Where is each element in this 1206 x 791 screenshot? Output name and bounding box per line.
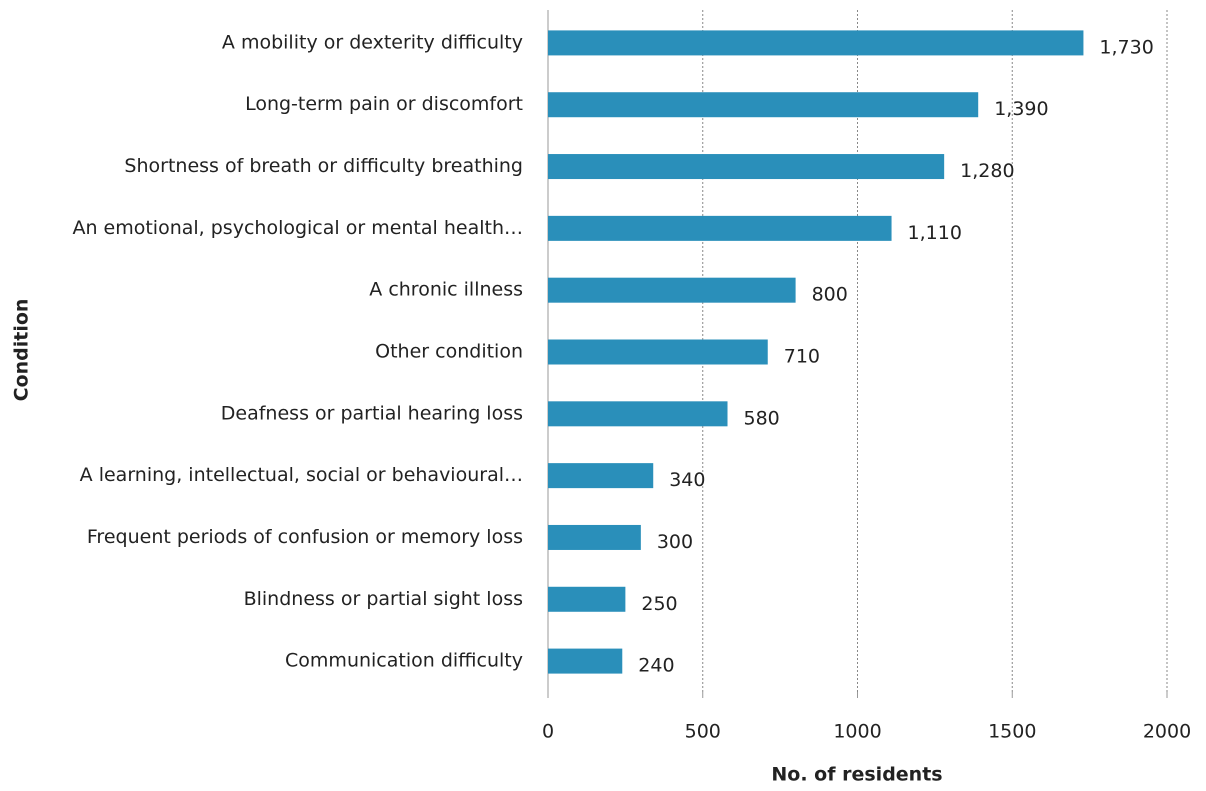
- x-tick-label: 1000: [833, 721, 881, 743]
- bar: [548, 92, 979, 118]
- y-tick-label: Other condition: [375, 341, 523, 363]
- value-label: 240: [638, 655, 674, 677]
- y-tick-label: Long-term pain or discomfort: [245, 93, 523, 115]
- x-tick-label: 2000: [1143, 721, 1191, 743]
- value-label: 800: [812, 284, 848, 306]
- y-tick-label: A chronic illness: [369, 279, 523, 301]
- bar: [548, 401, 728, 427]
- value-label: 1,730: [1099, 36, 1153, 58]
- bar: [548, 277, 796, 303]
- bar: [548, 524, 641, 550]
- value-label: 580: [744, 407, 780, 429]
- value-label: 1,110: [908, 222, 962, 244]
- value-label: 1,280: [960, 160, 1014, 182]
- x-axis-title: No. of residents: [771, 764, 942, 786]
- y-tick-label: Blindness or partial sight loss: [244, 588, 523, 610]
- bar: [548, 463, 654, 489]
- y-tick-label: Deafness or partial hearing loss: [221, 402, 523, 424]
- x-tick-label: 500: [685, 721, 721, 743]
- x-tick-label: 0: [542, 721, 554, 743]
- y-tick-label: A learning, intellectual, social or beha…: [80, 464, 523, 486]
- bar: [548, 30, 1084, 56]
- x-tick-label: 1500: [988, 721, 1036, 743]
- bar: [548, 154, 945, 180]
- value-label: 710: [784, 346, 820, 368]
- y-tick-label: An emotional, psychological or mental he…: [72, 217, 523, 239]
- bar: [548, 586, 626, 612]
- bar: [548, 648, 623, 674]
- y-tick-label: Shortness of breath or difficulty breath…: [124, 155, 523, 177]
- value-label: 300: [657, 531, 693, 553]
- bar: [548, 215, 892, 241]
- value-label: 1,390: [994, 98, 1048, 120]
- value-label: 340: [669, 469, 705, 491]
- y-tick-label: Frequent periods of confusion or memory …: [87, 526, 523, 548]
- y-tick-label: A mobility or dexterity difficulty: [222, 31, 523, 53]
- y-tick-label: Communication difficulty: [285, 650, 523, 672]
- bar: [548, 339, 768, 365]
- value-label: 250: [641, 593, 677, 615]
- y-axis-title: Condition: [11, 299, 33, 402]
